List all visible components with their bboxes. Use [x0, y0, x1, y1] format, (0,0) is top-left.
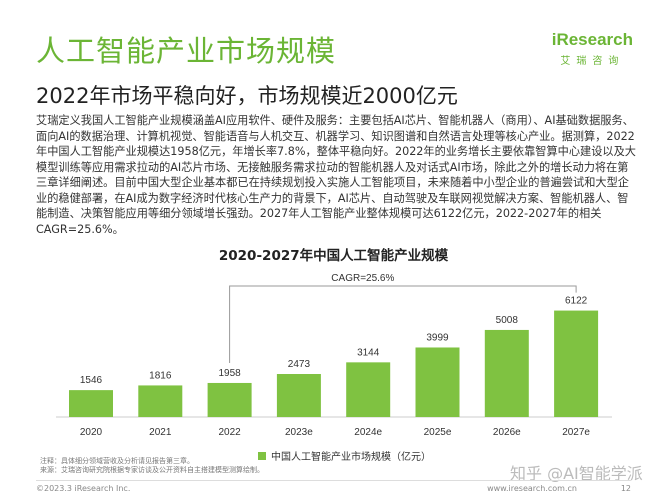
page-number: 12: [620, 484, 631, 493]
x-tick-2021: 2021: [149, 427, 172, 438]
value-label-2023e: 2473: [288, 359, 311, 370]
bar-2025e: [415, 347, 460, 417]
cagr-label: CAGR=25.6%: [331, 273, 394, 284]
legend-label: 中国人工智能产业市场规模（亿元）: [271, 452, 431, 463]
value-label-2022: 1958: [218, 368, 241, 379]
value-label-2020: 1546: [80, 375, 103, 386]
bar-2024e: [346, 362, 391, 417]
value-label-2026e: 5008: [496, 315, 519, 326]
website-link[interactable]: www.iresearch.com.cn: [487, 484, 577, 493]
logo-text: iResearch: [551, 30, 633, 49]
x-tick-2023e: 2023e: [285, 427, 313, 438]
cagr-bracket: [229, 285, 577, 363]
x-tick-2020: 2020: [80, 427, 103, 438]
x-tick-2022: 2022: [218, 427, 241, 438]
iresearch-logo: iResearch 艾瑞咨询: [552, 30, 633, 67]
logo-subtext: 艾瑞咨询: [560, 56, 625, 67]
bar-2023e: [276, 374, 321, 417]
x-tick-2025e: 2025e: [424, 427, 452, 438]
bar-2022: [207, 382, 252, 417]
legend-swatch: [258, 451, 266, 460]
bar-2021: [138, 385, 183, 417]
footer-divider: [36, 480, 631, 481]
body-paragraph: 艾瑞定义我国人工智能产业规模涵盖AI应用软件、硬件及服务：主要包括AI芯片、智能…: [36, 114, 636, 236]
value-label-2021: 1816: [149, 370, 172, 381]
bar-2020: [69, 390, 113, 417]
bar-2027e: [554, 310, 599, 417]
value-label-2025e: 3999: [426, 332, 449, 343]
page-subtitle: 2022年市场平稳向好，市场规模近2000亿元: [36, 84, 458, 108]
copyright: ©2023.3 iResearch Inc.: [36, 484, 131, 493]
chart-notes: 注释：具体细分领域营收及分析请见报告第三章。 来源：艾瑞咨询研究院根据专家访谈及…: [40, 457, 264, 475]
page-title: 人工智能产业市场规模: [36, 34, 337, 68]
x-tick-2027e: 2027e: [562, 427, 590, 438]
bar-2026e: [484, 329, 529, 417]
value-label-2024e: 3144: [357, 347, 380, 358]
chart-title: 2020-2027年中国人工智能产业规模: [218, 248, 449, 264]
value-label-2027e: 6122: [565, 296, 588, 307]
note-line: 注释：具体细分领域营收及分析请见报告第三章。: [40, 457, 194, 465]
watermark: 知乎 @AI智能学派: [510, 464, 643, 483]
source-line: 来源：艾瑞咨询研究院根据专家访谈及公开资料自主搭建模型测算绘制。: [40, 466, 264, 474]
chart-legend: 中国人工智能产业市场规模（亿元）: [258, 448, 431, 463]
x-tick-2024e: 2024e: [354, 427, 382, 438]
x-tick-2026e: 2026e: [493, 427, 521, 438]
